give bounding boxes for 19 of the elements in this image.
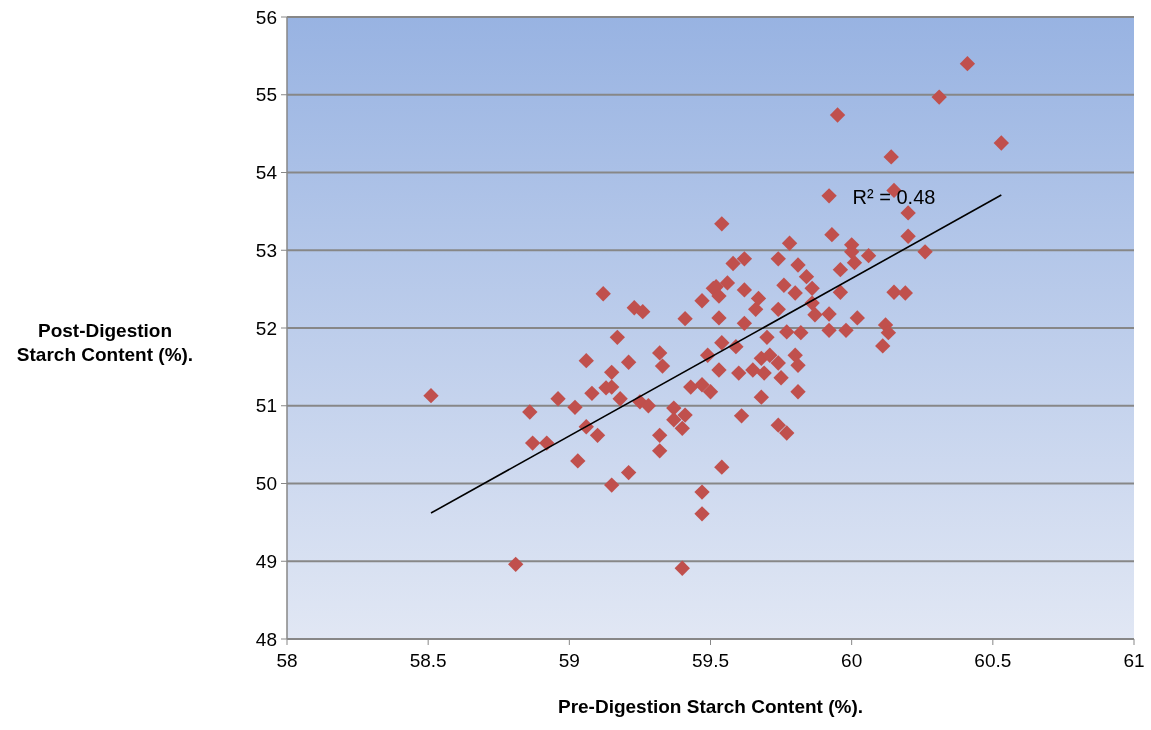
- y-tick-label: 56: [255, 6, 277, 28]
- y-tick-label: 54: [255, 162, 278, 184]
- y-axis-title: Post-Digestion Starch Content (%).: [16, 319, 194, 366]
- y-tick-label: 55: [255, 84, 277, 106]
- x-tick-label: 60: [841, 650, 863, 671]
- annotation: R² = 0.48: [852, 186, 936, 209]
- y-tick-label: 49: [255, 550, 277, 572]
- y-tick-label: 51: [255, 395, 277, 417]
- x-tick-label: 59: [558, 650, 580, 671]
- x-tick-label: 58: [276, 650, 298, 671]
- x-tick-label: 61: [1123, 650, 1145, 671]
- x-tick-label: 59.5: [692, 650, 729, 671]
- x-axis-title: Pre-Digestion Starch Content (%).: [557, 696, 864, 717]
- x-tick-label: 60.5: [974, 650, 1012, 671]
- x-tick-label: 58.5: [409, 650, 447, 671]
- y-tick-label: 48: [255, 628, 277, 650]
- y-tick-label: 53: [255, 239, 277, 261]
- y-tick-label: 50: [255, 473, 277, 495]
- y-tick-label: 52: [255, 317, 277, 339]
